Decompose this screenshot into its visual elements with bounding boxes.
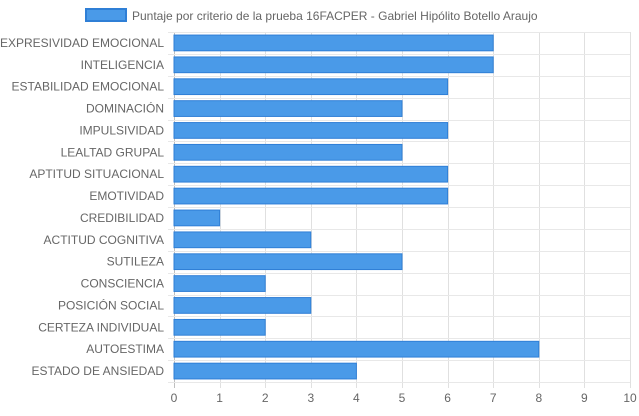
category-label: CREDIBILIDAD xyxy=(80,211,164,225)
category-labels: EXPRESIVIDAD EMOCIONAL INTELIGENCIA ESTABI… xyxy=(0,36,164,378)
category-label: DOMINACIÓN xyxy=(86,101,164,116)
bar xyxy=(173,275,266,292)
legend-swatch xyxy=(85,8,127,22)
bar xyxy=(173,318,266,336)
bar xyxy=(173,56,494,74)
category-label: EMOTIVIDAD xyxy=(89,189,164,203)
x-tick-label: 10 xyxy=(623,391,637,405)
category-label: POSICIÓN SOCIAL xyxy=(58,297,164,312)
bar xyxy=(173,122,449,139)
category-label: ESTADO DE ANSIEDAD xyxy=(32,364,165,378)
category-label: EXPRESIVIDAD EMOCIONAL xyxy=(0,36,164,50)
category-label: ACTITUD COGNITIVA xyxy=(44,233,164,247)
bar xyxy=(173,231,312,249)
bar xyxy=(173,100,403,117)
category-label: IMPULSIVIDAD xyxy=(79,123,164,137)
bar xyxy=(173,78,449,96)
category-label: CONSCIENCIA xyxy=(81,277,164,291)
bar xyxy=(173,209,221,227)
bar xyxy=(173,297,312,314)
x-tick-labels: 0 1 2 3 4 5 6 7 8 9 10 xyxy=(171,391,637,405)
category-label: LEALTAD GRUPAL xyxy=(61,145,165,159)
x-tick-label: 8 xyxy=(535,391,542,405)
category-label: AUTOESTIMA xyxy=(86,342,164,356)
category-label: ESTABILIDAD EMOCIONAL xyxy=(12,80,165,94)
x-tick-label: 4 xyxy=(353,391,360,405)
x-tick-label: 7 xyxy=(490,391,497,405)
category-label: SUTILEZA xyxy=(107,255,164,269)
category-label: INTELIGENCIA xyxy=(81,58,164,72)
bar xyxy=(173,362,357,380)
bar xyxy=(173,253,403,271)
x-tick-label: 1 xyxy=(216,391,223,405)
x-tick-label: 3 xyxy=(307,391,314,405)
x-tick-label: 0 xyxy=(171,391,178,405)
bar xyxy=(173,165,449,183)
category-label: APTITUD SITUACIONAL xyxy=(29,167,164,181)
bar xyxy=(173,340,540,358)
category-label: CERTEZA INDIVIDUAL xyxy=(38,320,164,334)
bar xyxy=(173,34,494,52)
bars xyxy=(173,34,540,380)
legend: Puntaje por criterio de la prueba 16FACP… xyxy=(85,8,538,23)
legend-label: Puntaje por criterio de la prueba 16FACP… xyxy=(132,9,538,23)
bar xyxy=(173,187,449,205)
x-tick-label: 6 xyxy=(444,391,451,405)
bar xyxy=(173,143,403,161)
x-tick-label: 2 xyxy=(262,391,269,405)
x-tick-label: 5 xyxy=(399,391,406,405)
x-tick-label: 9 xyxy=(581,391,588,405)
